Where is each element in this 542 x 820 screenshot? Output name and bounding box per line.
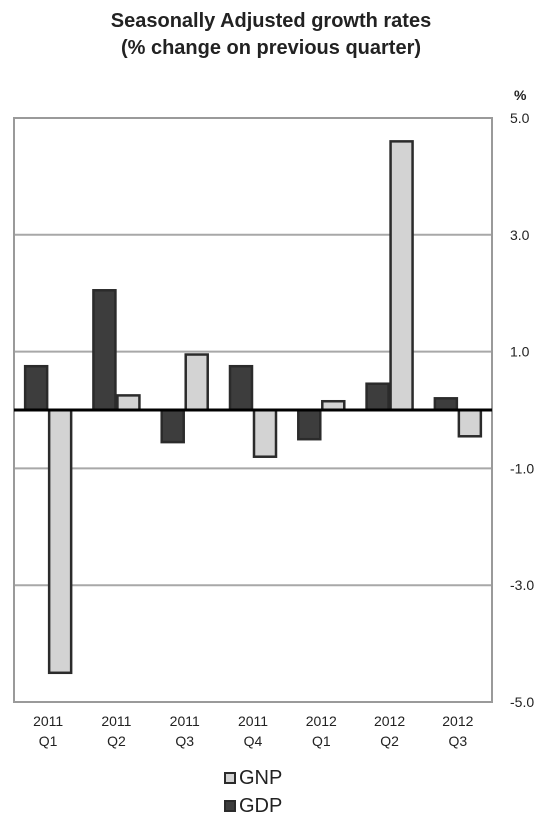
bar-gdp-2011-q1	[23, 364, 49, 412]
bar-gdp-2011-q3	[160, 408, 185, 444]
legend-label-gdp: GDP	[239, 795, 283, 817]
x-tick-label-quarter: Q2	[107, 733, 126, 749]
bar-gnp-2011-q3	[184, 353, 209, 412]
chart-subtitle: (% change on previous quarter)	[120, 37, 422, 59]
x-tick-label-quarter: Q3	[175, 733, 194, 749]
x-tick-label-year: 2011	[33, 713, 63, 729]
bar-gdp-2011-q2	[92, 289, 117, 412]
x-tick-label-year: 2012	[442, 713, 473, 729]
legend-swatch-gnp	[224, 772, 236, 784]
y-tick-label: -5.0	[510, 694, 534, 710]
x-tick-label-year: 2012	[374, 713, 405, 729]
bar-gnp-2012-q3	[457, 408, 483, 438]
legend-label-gnp: GNP	[239, 767, 283, 789]
y-tick-label: -1.0	[510, 460, 534, 476]
x-tick-label-year: 2011	[170, 713, 200, 729]
legend-swatch-gdp	[224, 800, 236, 812]
x-tick-label-year: 2011	[238, 713, 268, 729]
legend-item-gnp: GNP	[224, 766, 282, 790]
y-tick-label: 3.0	[510, 227, 530, 243]
bar-gnp-2012-q2	[389, 140, 414, 412]
chart-title: Seasonally Adjusted growth rates	[110, 10, 432, 32]
legend-item-gdp: GDP	[224, 794, 282, 818]
bar-gnp-2011-q4	[252, 408, 278, 458]
bar-gnp-2011-q2	[116, 394, 141, 412]
x-tick-label-quarter: Q1	[312, 733, 331, 749]
x-tick-label-quarter: Q2	[380, 733, 399, 749]
x-tick-label-quarter: Q3	[449, 733, 468, 749]
y-tick-label: 5.0	[510, 110, 530, 126]
bar-gdp-2012-q2	[365, 382, 390, 412]
y-unit-label: %	[514, 87, 527, 103]
x-tick-label-year: 2012	[306, 713, 337, 729]
y-tick-label: -3.0	[510, 577, 534, 593]
bar-gdp-2012-q1	[297, 408, 322, 441]
bar-gnp-2011-q1	[47, 408, 73, 675]
x-tick-label-quarter: Q4	[244, 733, 263, 749]
x-tick-label-quarter: Q1	[39, 733, 58, 749]
bar-gdp-2011-q4	[228, 364, 254, 412]
x-tick-label-year: 2011	[101, 713, 131, 729]
y-tick-label: 1.0	[510, 344, 530, 360]
bar-gdp-2012-q3	[433, 397, 459, 412]
